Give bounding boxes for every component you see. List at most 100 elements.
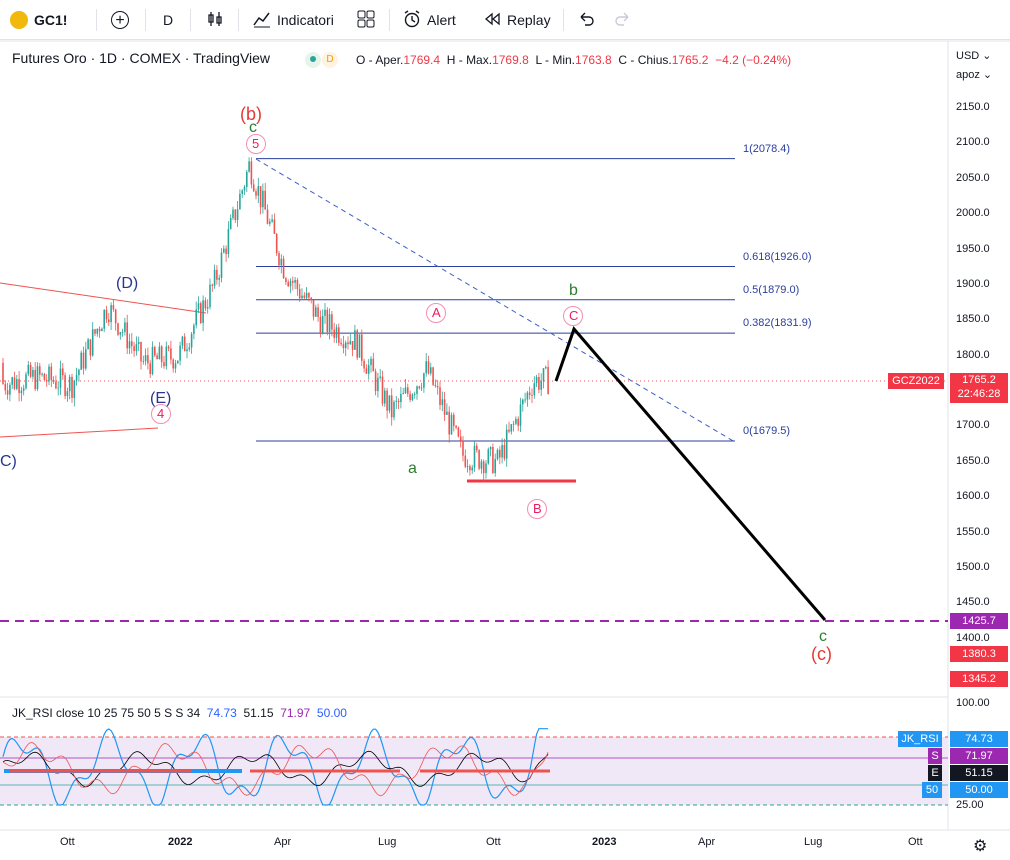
candle-body	[197, 303, 200, 310]
candle-body	[319, 317, 322, 334]
rsi-line	[2, 742, 549, 797]
interval-label: D	[163, 12, 174, 28]
candle-body	[496, 449, 499, 460]
divider	[96, 9, 97, 31]
candle-body	[131, 341, 133, 347]
candle-body	[427, 361, 430, 374]
candle-body	[524, 399, 526, 401]
candle-body	[351, 341, 354, 350]
triangle-upper-line[interactable]	[0, 282, 207, 314]
candle-body	[434, 384, 437, 387]
symbol-button[interactable]: GC1!	[10, 0, 67, 40]
price-axis-label: 1950.0	[956, 242, 990, 255]
candle-body	[229, 218, 232, 229]
candle-body	[303, 295, 306, 298]
candle-body	[416, 386, 418, 394]
candle-body	[137, 342, 140, 345]
candle-body	[519, 404, 522, 426]
rsi-value-4: 50.00	[316, 706, 347, 720]
alarm-clock-icon	[403, 9, 421, 31]
candle-body	[344, 342, 347, 349]
layouts-button[interactable]	[357, 0, 381, 40]
candle-body	[296, 279, 299, 290]
time-axis-label: Apr	[274, 836, 292, 848]
fib-label-0382: 0.382(1831.9)	[743, 317, 812, 329]
alert-label: Alert	[427, 12, 456, 28]
candle-body	[246, 171, 248, 187]
candle-body	[418, 386, 421, 389]
scale-selector[interactable]: apoz ⌄	[956, 68, 992, 81]
candle-body	[420, 387, 423, 389]
undo-button[interactable]	[577, 0, 601, 40]
candle-body	[158, 346, 161, 360]
projection-path[interactable]	[554, 326, 827, 621]
rsi-axis-25: 25.00	[956, 799, 984, 811]
candle-body	[476, 445, 478, 451]
candle-body	[170, 348, 172, 360]
replay-label: Replay	[507, 12, 551, 28]
candle-body	[174, 363, 177, 369]
candle-body	[68, 376, 71, 392]
wave-c-bottom-label: c	[819, 628, 827, 645]
candle-body	[41, 373, 43, 375]
candle-body	[200, 303, 202, 323]
candle-body	[443, 399, 446, 415]
candle-body	[71, 376, 73, 398]
candle-body	[236, 209, 239, 220]
candle-body	[271, 219, 273, 222]
candle-body	[466, 466, 469, 467]
candle-body	[16, 379, 18, 389]
wave-C-label: C	[569, 308, 579, 323]
wave-B-label: B	[533, 501, 542, 516]
divider	[389, 9, 390, 31]
currency-label: USD	[956, 50, 980, 62]
candle-body	[515, 418, 517, 424]
rsi-tag-value: 74.73	[950, 731, 1008, 747]
candle-body	[473, 445, 476, 468]
delay-badge[interactable]: D	[322, 52, 338, 68]
alert-button[interactable]: Alert	[403, 0, 456, 40]
redo-button[interactable]	[614, 0, 638, 40]
candle-body	[423, 373, 425, 388]
interval-button[interactable]: D	[163, 0, 173, 40]
open-label: O - Aper.	[356, 53, 404, 67]
triangle-lower-line[interactable]	[0, 427, 159, 438]
candle-body	[395, 400, 398, 402]
indicators-button[interactable]: Indicatori	[253, 0, 334, 40]
add-symbol-button[interactable]: +	[111, 0, 135, 40]
currency-selector[interactable]: USD ⌄	[956, 49, 992, 62]
candle-body	[480, 461, 483, 469]
candle-body	[220, 252, 223, 278]
settings-gear-icon[interactable]: ⚙	[973, 838, 988, 855]
candle-body	[269, 221, 271, 224]
candle-body	[4, 383, 7, 391]
candle-body	[324, 309, 326, 316]
dashed-trendline[interactable]	[255, 158, 736, 443]
wave-4-circle	[151, 404, 171, 424]
candle-body	[204, 300, 207, 309]
fib-label-0618: 0.618(1926.0)	[743, 251, 812, 263]
candle-body	[73, 380, 76, 398]
wave-4-label: 4	[157, 406, 165, 421]
fib-label-0: 0(1679.5)	[743, 425, 791, 437]
fib-retracement[interactable]	[256, 158, 735, 442]
candle-body	[144, 355, 147, 362]
candle-body	[147, 355, 149, 364]
candle-body	[133, 346, 135, 351]
wave-a-label: a	[408, 460, 417, 477]
replay-button[interactable]: Replay	[483, 0, 551, 40]
candle-body	[172, 359, 174, 369]
chart-type-button[interactable]	[206, 0, 230, 40]
candle-body	[542, 368, 545, 382]
price-axis-label: 2100.0	[956, 136, 990, 149]
candle-body	[275, 233, 278, 254]
candle-body	[328, 314, 331, 333]
candle-body	[425, 361, 427, 374]
candle-body	[441, 399, 444, 406]
candle-body	[32, 369, 34, 377]
candle-body	[181, 336, 184, 346]
candle-body	[82, 352, 85, 369]
candle-body	[66, 391, 69, 397]
candle-body	[367, 365, 370, 374]
